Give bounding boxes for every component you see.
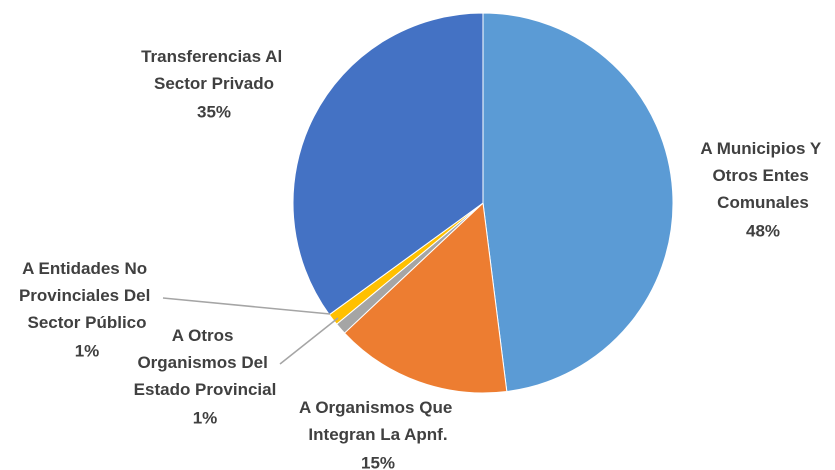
slice-percent: 1% bbox=[193, 408, 218, 427]
slice-percent: 15% bbox=[361, 453, 395, 470]
label-line: Transferencias Al bbox=[141, 47, 287, 66]
label-line: Sector Público bbox=[27, 313, 146, 332]
label-line: A Otros bbox=[172, 326, 238, 345]
label-line: Otros Entes bbox=[712, 166, 813, 185]
slice-label: A Entidades No Provinciales Del Sector P… bbox=[19, 259, 155, 332]
label-line: Sector Privado bbox=[154, 74, 274, 93]
label-line: A Entidades No bbox=[22, 259, 152, 278]
label-line: A Organismos Que bbox=[299, 398, 457, 417]
label-line: Comunales bbox=[717, 193, 809, 212]
pie-slice bbox=[292, 12, 484, 316]
leader-line bbox=[279, 317, 339, 365]
slice-label: A Otros Organismos Del Estado Provincial bbox=[134, 326, 277, 399]
pie-slice bbox=[482, 12, 674, 393]
slice-percent: 35% bbox=[197, 102, 231, 121]
slice-label: Transferencias Al Sector Privado bbox=[141, 47, 287, 93]
label-line: Integran La Apnf. bbox=[308, 425, 447, 444]
slice-percent: 1% bbox=[75, 341, 100, 360]
pie bbox=[292, 12, 674, 394]
slice-label: A Municipios Y Otros Entes Comunales bbox=[700, 139, 825, 212]
slice-percent: 48% bbox=[746, 221, 780, 240]
leader-line bbox=[162, 297, 331, 315]
pie-slice bbox=[343, 201, 508, 394]
label-line: Provinciales Del bbox=[19, 286, 155, 305]
label-line: A Municipios Y bbox=[700, 139, 825, 158]
label-line: Organismos Del bbox=[137, 353, 272, 372]
slice-label: A Organismos Que Integran La Apnf. bbox=[299, 398, 457, 444]
label-line: Estado Provincial bbox=[134, 380, 277, 399]
labels: A Municipios Y Otros Entes Comunales 48% A… bbox=[19, 47, 826, 470]
